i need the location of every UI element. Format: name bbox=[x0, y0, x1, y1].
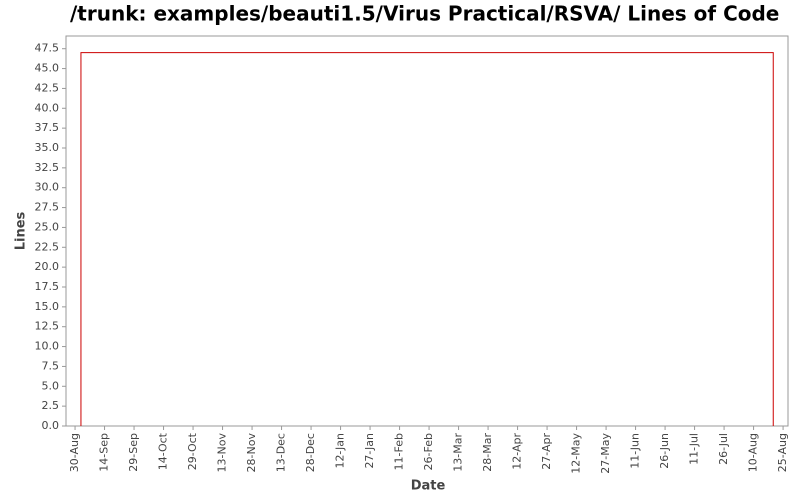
x-tick-label: 10-Aug bbox=[747, 433, 760, 472]
x-tick-label: 13-Dec bbox=[275, 433, 288, 472]
x-tick-label: 12-Apr bbox=[511, 433, 524, 470]
x-tick-label: 27-Jan bbox=[363, 433, 376, 469]
x-tick-label: 26-Jun bbox=[658, 433, 671, 469]
x-tick-label: 12-Jan bbox=[334, 433, 347, 469]
x-axis-label: Date bbox=[411, 479, 446, 494]
y-tick-label: 27.5 bbox=[35, 201, 60, 214]
y-tick-label: 30.0 bbox=[35, 181, 60, 194]
y-tick-label: 35.0 bbox=[35, 141, 60, 154]
x-tick-label: 11-Feb bbox=[393, 433, 406, 470]
y-tick-label: 32.5 bbox=[35, 161, 60, 174]
x-tick-label: 29-Oct bbox=[186, 432, 199, 470]
chart-title: /trunk: examples/beauti1.5/Virus Practic… bbox=[70, 2, 779, 26]
y-tick-label: 45.0 bbox=[35, 62, 60, 75]
y-tick-label: 40.0 bbox=[35, 101, 60, 114]
y-tick-label: 7.5 bbox=[42, 359, 60, 372]
y-tick-label: 37.5 bbox=[35, 121, 60, 134]
x-tick-label: 26-Feb bbox=[422, 433, 435, 470]
x-tick-label: 14-Sep bbox=[98, 433, 111, 472]
y-tick-label: 0.0 bbox=[42, 419, 60, 432]
x-tick-label: 26-Jul bbox=[717, 433, 730, 465]
y-tick-label: 10.0 bbox=[35, 340, 60, 353]
x-tick-label: 30-Aug bbox=[68, 433, 81, 472]
x-tick-label: 28-Nov bbox=[245, 433, 258, 473]
x-tick-label: 25-Aug bbox=[776, 433, 789, 472]
y-tick-label: 20.0 bbox=[35, 260, 60, 273]
y-tick-label: 42.5 bbox=[35, 81, 60, 94]
y-tick-label: 17.5 bbox=[35, 280, 60, 293]
x-tick-label: 11-Jul bbox=[688, 433, 701, 465]
data-line bbox=[80, 52, 774, 426]
x-tick-label: 11-Jun bbox=[629, 433, 642, 469]
x-tick-label: 28-Mar bbox=[481, 433, 494, 472]
x-tick-label: 27-May bbox=[599, 433, 612, 474]
y-tick-label: 5.0 bbox=[42, 379, 60, 392]
x-tick-label: 14-Oct bbox=[157, 432, 170, 470]
x-tick-label: 13-Nov bbox=[216, 433, 229, 473]
x-tick-label: 29-Sep bbox=[127, 433, 140, 472]
y-tick-label: 22.5 bbox=[35, 240, 60, 253]
y-tick-label: 25.0 bbox=[35, 220, 60, 233]
x-tick-label: 13-Mar bbox=[452, 433, 465, 472]
y-tick-label: 2.5 bbox=[42, 399, 60, 412]
x-tick-label: 28-Dec bbox=[304, 433, 317, 472]
y-tick-label: 15.0 bbox=[35, 300, 60, 313]
y-tick-label: 12.5 bbox=[35, 320, 60, 333]
y-axis-label: Lines bbox=[14, 211, 29, 250]
x-tick-label: 12-May bbox=[570, 433, 583, 474]
x-tick-label: 27-Apr bbox=[540, 433, 553, 470]
plot-area bbox=[65, 35, 789, 427]
y-tick-label: 47.5 bbox=[35, 42, 60, 55]
